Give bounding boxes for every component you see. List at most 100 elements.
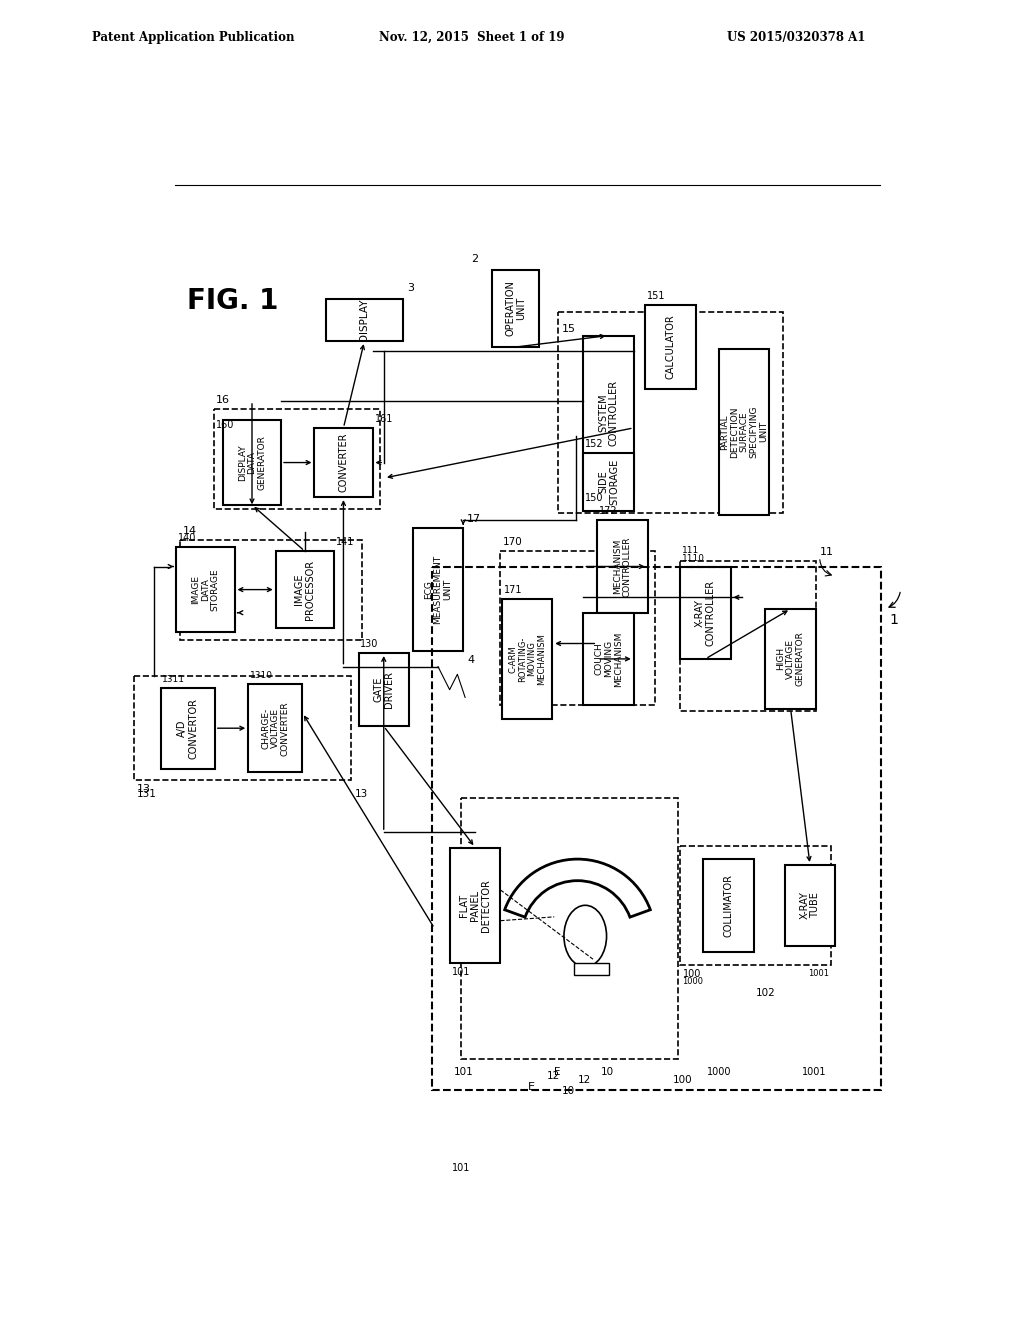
- Bar: [573, 964, 608, 974]
- Text: 1001: 1001: [802, 1067, 826, 1077]
- Text: GATE
DRIVER: GATE DRIVER: [374, 671, 394, 709]
- Text: SIDE
STORAGE: SIDE STORAGE: [598, 458, 618, 506]
- Text: 1110: 1110: [682, 553, 705, 562]
- Bar: [558, 313, 783, 512]
- Text: 161: 161: [375, 414, 393, 424]
- Text: 16: 16: [216, 395, 230, 405]
- Bar: [584, 453, 634, 511]
- Text: 4: 4: [467, 655, 474, 665]
- Bar: [176, 548, 234, 632]
- Text: ECG
MEASUREMENT
UNIT: ECG MEASUREMENT UNIT: [424, 554, 453, 624]
- Text: IMAGE
DATA
STORAGE: IMAGE DATA STORAGE: [191, 569, 220, 611]
- Bar: [450, 847, 501, 964]
- Text: IMAGE
PROCESSOR: IMAGE PROCESSOR: [294, 560, 315, 619]
- Text: DISPLAY: DISPLAY: [359, 298, 370, 342]
- Bar: [314, 428, 373, 498]
- Bar: [275, 552, 334, 628]
- Text: Nov. 12, 2015  Sheet 1 of 19: Nov. 12, 2015 Sheet 1 of 19: [379, 30, 564, 44]
- Text: COUCH
MOVING
MECHANISM: COUCH MOVING MECHANISM: [594, 631, 623, 686]
- Bar: [584, 335, 634, 490]
- Text: Patent Application Publication: Patent Application Publication: [92, 30, 295, 44]
- Text: X-RAY
CONTROLLER: X-RAY CONTROLLER: [695, 579, 716, 645]
- Text: 150: 150: [585, 494, 603, 503]
- Text: 15: 15: [562, 323, 575, 334]
- Text: 12: 12: [578, 1074, 591, 1085]
- Text: 11: 11: [819, 546, 834, 557]
- Text: CHARGE-
VOLTAGE
CONVERTER: CHARGE- VOLTAGE CONVERTER: [261, 701, 290, 755]
- Bar: [584, 612, 634, 705]
- Text: 152: 152: [585, 440, 603, 449]
- Text: SYSTEM
CONTROLLER: SYSTEM CONTROLLER: [598, 379, 618, 446]
- Text: 172: 172: [599, 507, 617, 516]
- Text: 102: 102: [756, 989, 775, 998]
- Text: CALCULATOR: CALCULATOR: [666, 314, 676, 379]
- Text: 160: 160: [216, 420, 234, 430]
- Text: 131: 131: [137, 789, 157, 800]
- Text: 3: 3: [407, 282, 414, 293]
- Text: HIGH
VOLTAGE
GENERATOR: HIGH VOLTAGE GENERATOR: [776, 631, 805, 686]
- Bar: [358, 653, 409, 726]
- Bar: [645, 305, 695, 389]
- Bar: [680, 561, 816, 711]
- Text: 1001: 1001: [808, 969, 829, 978]
- Bar: [214, 409, 380, 508]
- Text: 17: 17: [467, 515, 481, 524]
- Text: 1: 1: [889, 612, 898, 627]
- Text: 13: 13: [136, 784, 151, 795]
- Bar: [765, 609, 816, 709]
- Text: FIG. 1: FIG. 1: [187, 286, 279, 315]
- Ellipse shape: [564, 906, 606, 966]
- Text: 101: 101: [452, 966, 470, 977]
- Text: 1311: 1311: [162, 675, 185, 684]
- Text: 141: 141: [336, 537, 354, 548]
- Bar: [597, 520, 647, 612]
- Bar: [326, 298, 403, 342]
- Text: 13: 13: [355, 789, 369, 800]
- Text: C-ARM
ROTATING-
MOVING
MECHANISM: C-ARM ROTATING- MOVING MECHANISM: [508, 634, 546, 685]
- Bar: [248, 684, 302, 772]
- Text: 100: 100: [673, 1074, 692, 1085]
- Bar: [161, 688, 215, 768]
- Text: US 2015/0320378 A1: US 2015/0320378 A1: [727, 30, 865, 44]
- Bar: [223, 420, 281, 506]
- Text: 101: 101: [452, 1163, 470, 1173]
- Bar: [680, 846, 831, 965]
- Text: 1310: 1310: [250, 671, 272, 680]
- Text: A/D
CONVERTOR: A/D CONVERTOR: [177, 698, 198, 759]
- Bar: [680, 566, 730, 659]
- Text: OPERATION
UNIT: OPERATION UNIT: [505, 281, 526, 337]
- Text: 170: 170: [503, 537, 522, 548]
- Text: 2: 2: [471, 253, 478, 264]
- Text: DISPLAY
DATA
GENERATOR: DISPLAY DATA GENERATOR: [238, 436, 266, 490]
- Text: 1000: 1000: [683, 977, 703, 986]
- Text: 10: 10: [562, 1086, 575, 1096]
- Bar: [502, 599, 552, 718]
- Text: 130: 130: [360, 639, 379, 649]
- Text: 12: 12: [547, 1071, 560, 1081]
- Text: 10: 10: [601, 1067, 613, 1077]
- Bar: [719, 348, 769, 515]
- Text: 100: 100: [683, 969, 700, 979]
- Text: 140: 140: [178, 533, 197, 544]
- Wedge shape: [505, 859, 650, 917]
- Bar: [784, 865, 836, 945]
- Text: CONVERTER: CONVERTER: [339, 433, 348, 492]
- Text: COLLIMATOR: COLLIMATOR: [724, 874, 733, 937]
- Text: 111: 111: [682, 546, 699, 554]
- Bar: [413, 528, 463, 651]
- Text: E: E: [554, 1067, 561, 1077]
- Bar: [180, 540, 362, 640]
- Text: 171: 171: [504, 585, 522, 595]
- Text: 1000: 1000: [708, 1067, 732, 1077]
- Bar: [134, 676, 351, 780]
- Text: 101: 101: [454, 1067, 474, 1077]
- Text: E: E: [527, 1082, 535, 1093]
- Bar: [493, 271, 539, 347]
- Text: MECHANISM
CONTROLLER: MECHANISM CONTROLLER: [613, 536, 632, 597]
- Bar: [461, 797, 678, 1059]
- Bar: [432, 566, 882, 1090]
- Text: 14: 14: [182, 525, 197, 536]
- Text: PARTIAL
DETECTION
SURFACE
SPECIFYING
UNIT: PARTIAL DETECTION SURFACE SPECIFYING UNI…: [720, 405, 768, 458]
- Text: X-RAY
TUBE: X-RAY TUBE: [800, 891, 820, 919]
- Bar: [703, 859, 754, 952]
